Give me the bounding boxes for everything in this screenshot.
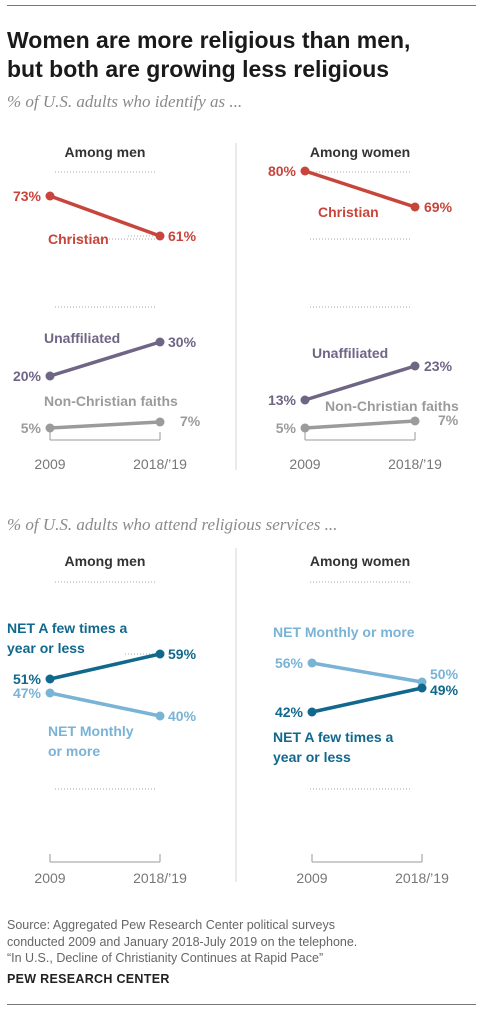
- data-point: [410, 361, 420, 371]
- data-label: 5%: [21, 420, 42, 436]
- series-line: [48, 420, 162, 430]
- subtitle-identify: % of U.S. adults who identify as ...: [7, 92, 243, 111]
- series-name-label: Unaffiliated: [44, 330, 120, 346]
- x-tick-label: 2009: [34, 870, 65, 886]
- series-line: [303, 169, 417, 209]
- data-label: 7%: [438, 412, 459, 428]
- series-name-label: Non-Christian faiths: [325, 398, 459, 414]
- series-line: [303, 419, 417, 430]
- title-line-2: but both are growing less religious: [7, 56, 390, 82]
- data-label: 69%: [424, 199, 453, 215]
- data-point: [155, 231, 165, 241]
- subtitle-attend: % of U.S. adults who attend religious se…: [7, 515, 338, 534]
- data-point: [307, 707, 317, 717]
- data-point: [300, 166, 310, 176]
- series-name-label: Unaffiliated: [312, 345, 388, 361]
- x-tick-label: 2018/’19: [395, 870, 449, 886]
- bottom-rule: [7, 1004, 476, 1005]
- title-line-1: Women are more religious than men,: [7, 27, 411, 53]
- series-name-label: Christian: [318, 204, 379, 220]
- series-line: [303, 364, 417, 402]
- series-line: [310, 686, 424, 714]
- top-rule: [7, 5, 476, 6]
- footer-source: Source: Aggregated Pew Research Center p…: [7, 917, 477, 967]
- x-tick-label: 2018/’19: [388, 456, 442, 472]
- data-point: [45, 423, 55, 433]
- x-tick-label: 2009: [289, 456, 320, 472]
- panel-title: Among men: [65, 144, 146, 160]
- x-tick-label: 2009: [34, 456, 65, 472]
- data-point: [155, 337, 165, 347]
- data-label: 7%: [180, 413, 201, 429]
- series-name-label: or more: [48, 743, 100, 759]
- data-label: 23%: [424, 358, 453, 374]
- series-line: [310, 661, 424, 684]
- data-label: 59%: [168, 646, 197, 662]
- data-label: 73%: [13, 188, 42, 204]
- data-point: [45, 674, 55, 684]
- data-point: [45, 688, 55, 698]
- data-label: 80%: [268, 163, 297, 179]
- data-point: [410, 416, 420, 426]
- data-label: 5%: [276, 420, 297, 436]
- data-label: 47%: [13, 685, 42, 701]
- series-name-label: NET A few times a: [273, 729, 394, 745]
- data-label: 20%: [13, 368, 42, 384]
- series-name-label: Non-Christian faiths: [44, 393, 178, 409]
- series-name-label: NET A few times a: [7, 620, 128, 636]
- panel-title: Among women: [310, 144, 410, 160]
- series-line: [48, 652, 162, 681]
- x-tick-label: 2018/’19: [133, 456, 187, 472]
- chart-title: Women are more religious than men, but b…: [7, 26, 477, 84]
- data-label: 13%: [268, 392, 297, 408]
- data-label: 49%: [430, 682, 459, 698]
- data-point: [417, 683, 427, 693]
- data-point: [300, 423, 310, 433]
- source-line-1: Source: Aggregated Pew Research Center p…: [7, 918, 335, 932]
- panel-title: Among men: [65, 553, 146, 569]
- data-point: [155, 417, 165, 427]
- series-name-label: Christian: [48, 231, 109, 247]
- x-tick-label: 2018/’19: [133, 870, 187, 886]
- data-label: 56%: [275, 655, 304, 671]
- data-label: 50%: [430, 666, 459, 682]
- data-point: [155, 649, 165, 659]
- data-label: 42%: [275, 704, 304, 720]
- data-point: [45, 191, 55, 201]
- data-point: [45, 371, 55, 381]
- source-line-3: “In U.S., Decline of Christianity Contin…: [7, 951, 324, 965]
- series-name-label: NET Monthly: [48, 723, 134, 739]
- data-label: 30%: [168, 334, 197, 350]
- series-name-label: year or less: [7, 640, 85, 656]
- series-name-label: NET Monthly or more: [273, 624, 415, 640]
- data-label: 51%: [13, 671, 42, 687]
- series-line: [48, 340, 162, 378]
- data-label: 61%: [168, 228, 197, 244]
- series-line: [48, 194, 162, 238]
- data-point: [410, 202, 420, 212]
- data-point: [155, 711, 165, 721]
- source-line-2: conducted 2009 and January 2018-July 201…: [7, 934, 358, 949]
- data-point: [300, 395, 310, 405]
- series-name-label: year or less: [273, 749, 351, 765]
- panel-title: Among women: [310, 553, 410, 569]
- x-tick-label: 2009: [296, 870, 327, 886]
- data-label: 40%: [168, 708, 197, 724]
- series-line: [48, 691, 162, 718]
- brand-label: PEW RESEARCH CENTER: [7, 972, 170, 986]
- data-point: [307, 658, 317, 668]
